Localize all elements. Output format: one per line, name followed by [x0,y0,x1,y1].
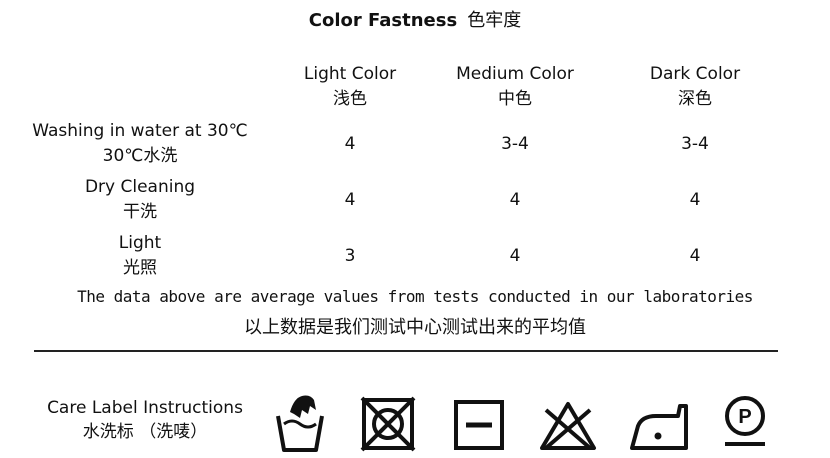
divider [34,350,778,352]
title-en: Color Fastness [308,10,458,31]
iron-low-heat-icon [630,404,688,450]
color-fastness-table: Light Color 浅色 Medium Color 中色 Dark Colo… [20,58,800,284]
cell-value: 3-4 [501,133,529,154]
care-label-zh: 水洗标 （洗唛） [82,422,208,442]
table-row: Washing in water at 30℃ 30℃水洗 4 3-4 3-4 [20,116,800,172]
cell-value: 4 [689,189,701,210]
care-label-en: Care Label Instructions [47,398,243,418]
header-medium-color: Medium Color 中色 [456,64,574,109]
page-title: Color Fastness 色牢度 [0,6,830,32]
cell-value: 3-4 [681,133,709,154]
cell-value: 4 [344,133,356,154]
do-not-tumble-dry-icon [360,396,416,452]
table-row: Light 光照 3 4 4 [20,228,800,284]
header-row: Light Color 浅色 Medium Color 中色 Dark Colo… [20,58,800,116]
header-empty [20,58,260,116]
do-not-bleach-icon [540,402,596,450]
row-label: Washing in water at 30℃ 30℃水洗 [32,121,248,166]
cell-value: 3 [344,245,356,266]
table-row: Dry Cleaning 干洗 4 4 4 [20,172,800,228]
dry-flat-icon [454,400,504,450]
header-dark-color: Dark Color 深色 [649,64,741,109]
header-light-color: Light Color 浅色 [303,64,397,109]
cell-value: 4 [509,189,521,210]
p-letter: P [738,406,751,428]
professional-dry-clean-p-icon: P [725,396,765,446]
row-label: Dry Cleaning 干洗 [84,177,196,222]
note-chinese: 以上数据是我们测试中心测试出来的平均值 [244,317,586,338]
title-zh: 色牢度 [467,10,522,31]
hand-wash-icon [276,395,324,452]
note-english: The data above are average values from t… [77,287,753,306]
care-label-instructions: Care Label Instructions 水洗标 （洗唛） [40,396,250,444]
cell-value: 4 [689,245,701,266]
cell-value: 4 [344,189,356,210]
row-label: Light 光照 [118,233,162,278]
cell-value: 4 [509,245,521,266]
